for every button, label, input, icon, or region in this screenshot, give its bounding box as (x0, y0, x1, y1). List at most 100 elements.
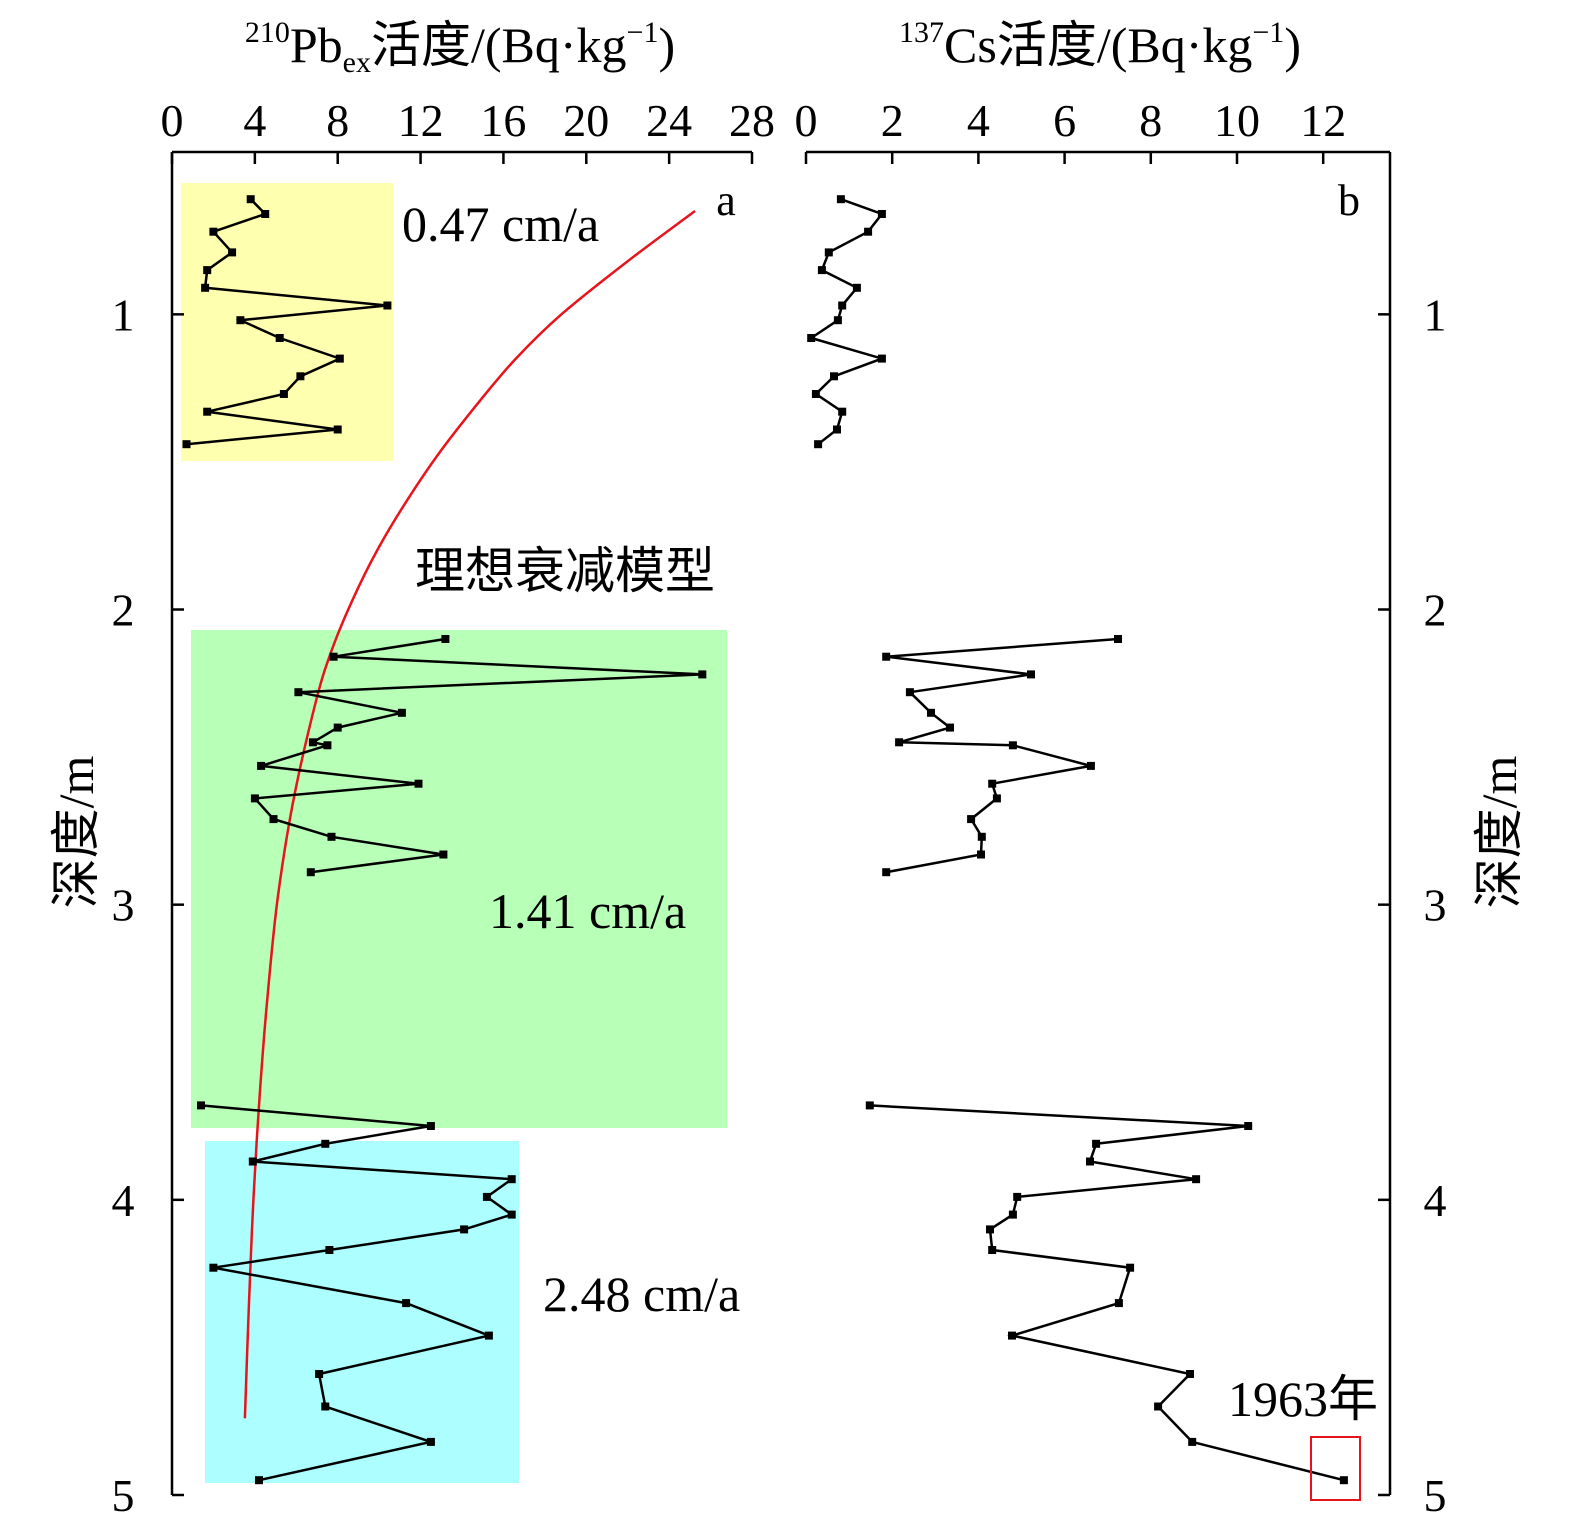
x-axis-title-b-isotope: 137 (899, 16, 944, 49)
x-tick-label: 12 (398, 95, 444, 146)
data-point (294, 688, 303, 697)
data-point (986, 1225, 994, 1234)
data-point (1339, 1476, 1348, 1485)
data-point (414, 779, 423, 788)
data-point (838, 407, 847, 416)
highlight-lower (205, 1141, 519, 1483)
data-point (830, 372, 838, 381)
data-point (877, 210, 886, 218)
rate-annotation-lower: 2.48 cm/a (543, 1266, 740, 1322)
data-point (439, 850, 448, 859)
data-point (460, 1225, 469, 1234)
series-line (808, 198, 886, 446)
model-curve-label: 理想衰减模型 (415, 543, 715, 599)
data-point (1192, 1175, 1201, 1184)
data-point (807, 334, 816, 342)
x-tick-label: 16 (480, 95, 526, 146)
data-point (836, 195, 845, 204)
data-point (946, 723, 954, 732)
y-tick-label: 1 (1424, 289, 1447, 340)
x-tick-label: 8 (326, 95, 349, 146)
data-point (507, 1210, 516, 1219)
data-point (246, 195, 255, 204)
x-axis-title-b-unit: 活度/(Bq·kg (997, 17, 1253, 73)
x-axis-title-a-close: ) (658, 17, 675, 73)
data-point (1027, 670, 1035, 679)
y-axis-title-left: 深度/m (48, 756, 104, 909)
x-tick-label: 28 (729, 95, 775, 146)
data-point (315, 1370, 324, 1378)
data-point (1154, 1402, 1163, 1411)
y-tick-label: 3 (1424, 880, 1447, 931)
y-tick-label: 2 (112, 585, 135, 636)
data-point (905, 688, 914, 697)
data-point (308, 738, 317, 747)
y-tick-label: 2 (1424, 585, 1447, 636)
model-curve-line (243, 209, 696, 1419)
data-point (977, 832, 986, 841)
data-point (279, 390, 288, 398)
data-point (333, 723, 342, 732)
data-point (1126, 1263, 1135, 1272)
data-point (482, 1192, 491, 1201)
x-tick-label: 0 (795, 95, 818, 146)
year-1963-box (1310, 1436, 1361, 1501)
data-point (248, 1157, 257, 1166)
data-point (441, 635, 450, 643)
data-point (383, 301, 392, 310)
data-point (426, 1437, 435, 1446)
y-tick-label: 4 (112, 1175, 135, 1226)
data-point (1013, 1192, 1022, 1201)
data-point (988, 779, 997, 788)
x-tick-label: 10 (1214, 95, 1260, 146)
x-tick-label: 2 (881, 95, 904, 146)
data-point (817, 266, 826, 275)
data-point (275, 334, 284, 342)
data-point (852, 283, 861, 292)
data-point (197, 1101, 205, 1110)
data-point (1186, 1370, 1194, 1378)
data-point (1114, 1299, 1123, 1308)
data-point (296, 372, 305, 381)
x-tick-label: 6 (1053, 95, 1076, 146)
data-point (967, 815, 976, 824)
data-point (182, 440, 191, 449)
year-1963-label: 1963年 (1228, 1371, 1378, 1427)
data-point (255, 1476, 263, 1485)
data-point (698, 670, 707, 679)
data-point (402, 1299, 411, 1308)
y-tick-label: 5 (1424, 1470, 1447, 1521)
data-point (811, 390, 820, 398)
series-layer-a (182, 195, 707, 1485)
data-point (327, 832, 336, 841)
highlight-middle (191, 630, 727, 1128)
data-point (927, 708, 935, 717)
data-point (838, 301, 847, 310)
y-tick-label: 1 (112, 289, 135, 340)
rate-annotation-upper: 0.47 cm/a (402, 196, 599, 252)
x-tick-label: 20 (563, 95, 609, 146)
series-layer-b (807, 195, 1348, 1485)
data-point (824, 248, 833, 257)
data-point (1092, 1139, 1101, 1148)
data-point (209, 1263, 218, 1272)
data-point (333, 425, 342, 434)
data-point (321, 1402, 330, 1411)
x-axis-title-a: 210Pbex活度/(Bq·kg−1) (245, 16, 675, 79)
data-point (209, 227, 218, 236)
x-tick-label: 24 (646, 95, 692, 146)
data-point (269, 815, 278, 824)
panel-label-a: a (716, 176, 736, 225)
data-point (261, 210, 270, 218)
data-point (236, 316, 245, 325)
data-point (882, 652, 891, 661)
data-point (1008, 1331, 1016, 1340)
data-point (325, 1246, 334, 1254)
data-point (877, 354, 886, 363)
highlight-upper (181, 183, 393, 461)
x-tick-label: 8 (1139, 95, 1162, 146)
x-tick-label: 12 (1300, 95, 1346, 146)
data-point (484, 1331, 493, 1340)
series-line (885, 637, 1119, 874)
